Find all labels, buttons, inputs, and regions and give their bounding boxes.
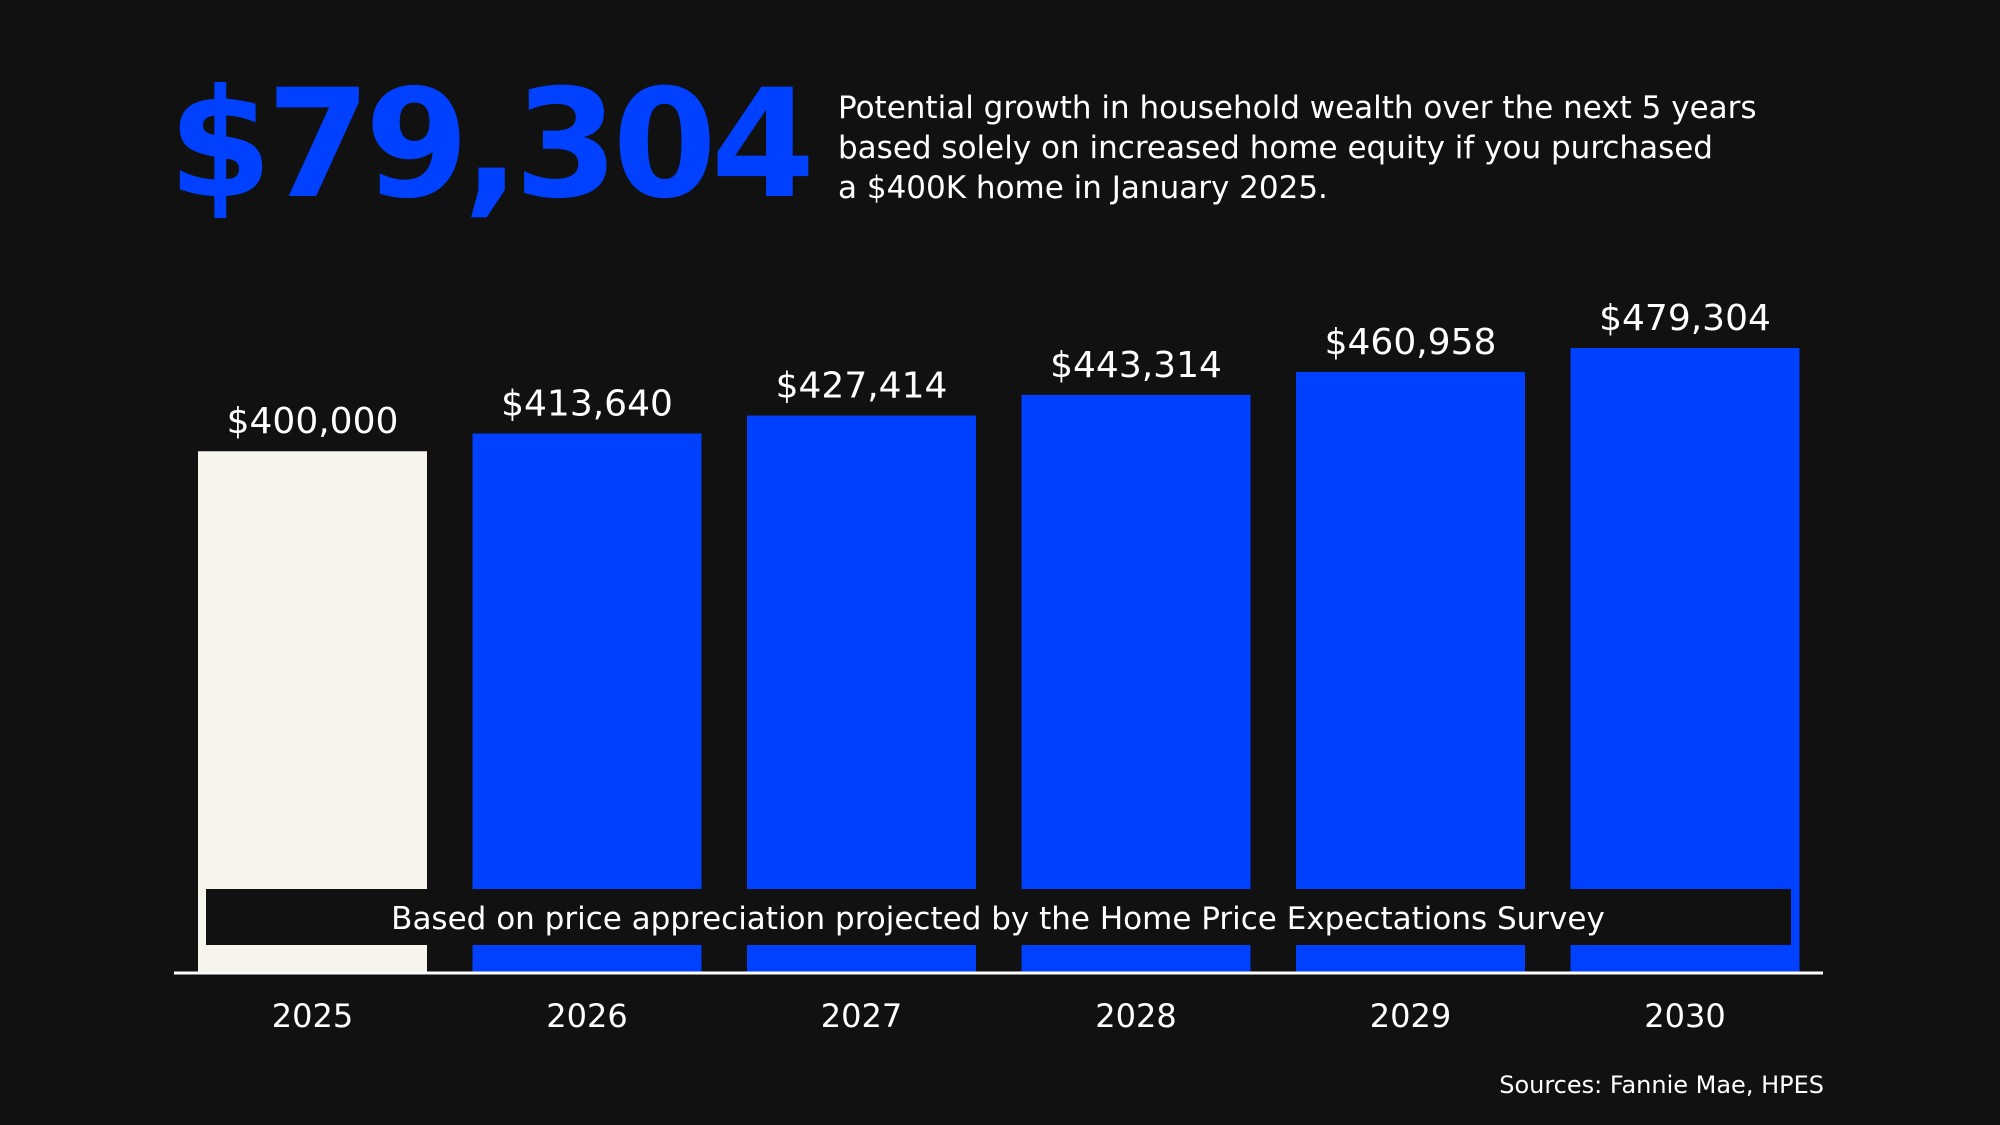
x-tick-label: 2028	[1095, 997, 1176, 1035]
bar-2027	[747, 415, 976, 973]
bar-2030	[1570, 348, 1800, 972]
bar-value-label: $413,640	[501, 383, 673, 424]
annotation-banner	[206, 889, 1791, 945]
headline-description-line: Potential growth in household wealth ove…	[838, 90, 1757, 126]
bar-value-label: $479,304	[1599, 298, 1771, 339]
source-note: Sources: Fannie Mae, HPES	[1499, 1071, 1824, 1099]
x-tick-label: 2029	[1370, 997, 1451, 1035]
bar-value-label: $443,314	[1050, 345, 1222, 386]
x-tick-label: 2025	[272, 997, 353, 1035]
bar-value-label: $400,000	[227, 401, 399, 442]
bar-value-label: $427,414	[776, 366, 948, 407]
x-tick-label: 2030	[1644, 997, 1725, 1035]
x-tick-label: 2027	[821, 997, 902, 1035]
annotation-layer: Based on price appreciation projected by…	[206, 889, 1791, 945]
headline-amount: $79,304	[168, 58, 815, 232]
x-tick-label: 2026	[546, 997, 627, 1035]
bar-2028	[1021, 394, 1251, 972]
bar-2026	[472, 433, 702, 972]
headline-description-line: a $400K home in January 2025.	[838, 170, 1328, 206]
headline-description-line: based solely on increased home equity if…	[838, 130, 1713, 166]
bars-layer: $400,000 $413,640 $427,414 $443,314 $460,958…	[198, 298, 1800, 973]
bar-value-label: $460,958	[1325, 322, 1497, 363]
x-axis: 2025 2026 2027 2028 2029 2030	[174, 971, 1823, 1035]
bar-2029	[1296, 371, 1525, 973]
bar-2025	[198, 451, 427, 973]
headline-description: Potential growth in household wealth ove…	[838, 88, 1838, 208]
annotation-text: Based on price appreciation projected by…	[391, 901, 1605, 937]
